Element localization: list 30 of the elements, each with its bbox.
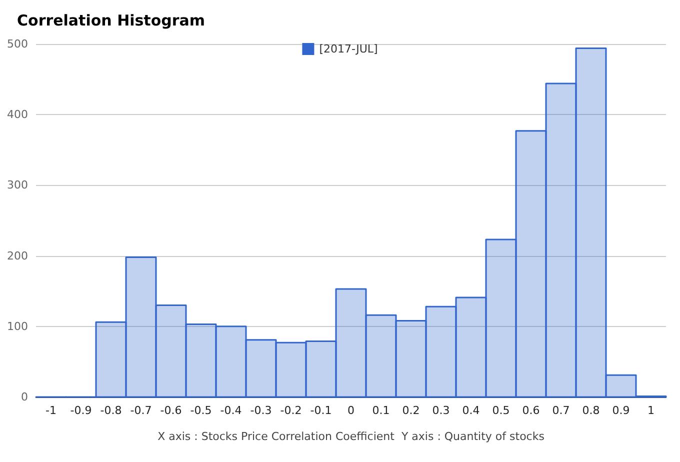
y-tick-label: 200 <box>7 249 28 262</box>
x-tick-label: 1 <box>648 404 654 417</box>
x-tick-label: 0.1 <box>372 404 390 417</box>
x-tick-label: 0.4 <box>462 404 480 417</box>
x-axis-title: X axis : Stocks Price Correlation Coefficient Y axis : Quantity of stocks <box>158 430 545 443</box>
x-tick-label: 0.6 <box>522 404 540 417</box>
x-tick-label: -0.5 <box>190 404 212 417</box>
y-tick-label: 400 <box>7 108 28 122</box>
x-tick-label: -0.1 <box>310 404 332 417</box>
x-tick-label: 0.8 <box>582 404 600 417</box>
legend-label: [2017-JUL] <box>319 42 378 56</box>
chart-title: Correlation Histogram <box>17 12 206 30</box>
x-tick-label: -0.3 <box>250 404 272 417</box>
x-tick-label: 0.3 <box>432 404 450 417</box>
x-tick-label: -0.2 <box>280 404 302 417</box>
x-tick-label: 0.7 <box>552 404 570 417</box>
x-tick-label: -0.4 <box>220 404 242 417</box>
x-tick-label: 0 <box>348 404 354 417</box>
x-tick-label: 0.5 <box>492 404 510 417</box>
y-tick-label: 100 <box>7 320 28 333</box>
x-tick-label: -0.7 <box>130 404 152 417</box>
y-tick-label: 0 <box>21 390 28 404</box>
y-tick-label: 300 <box>7 178 28 192</box>
x-tick-label: -0.6 <box>160 404 182 417</box>
x-tick-label: 0.2 <box>402 404 420 417</box>
x-tick-label: -1 <box>46 404 56 417</box>
x-tick-label: -0.8 <box>100 404 122 417</box>
x-tick-label: -0.9 <box>70 404 92 417</box>
y-tick-label: 500 <box>7 38 28 50</box>
x-tick-label: 0.9 <box>612 404 630 417</box>
